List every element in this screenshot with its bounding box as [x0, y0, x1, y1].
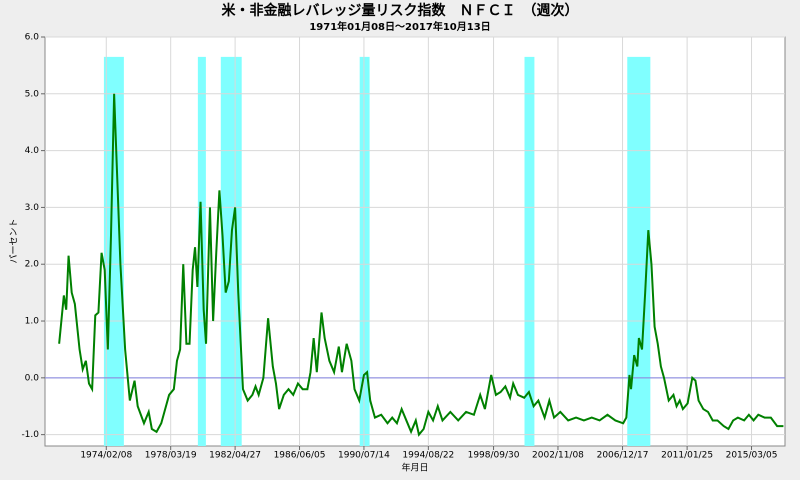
y-tick-label: 2.0 — [25, 260, 40, 270]
x-tick-label: 1994/08/22 — [402, 451, 454, 461]
chart-subtitle: 1971年01月08日～2017年10月13日 — [309, 20, 490, 33]
x-tick-label: 1998/09/30 — [468, 451, 520, 461]
y-tick-label: 4.0 — [25, 146, 40, 156]
shaded-period — [524, 56, 535, 446]
y-tick-label: 5.0 — [25, 89, 40, 99]
y-axis-label: パーセント — [9, 218, 20, 263]
x-tick-label: 1986/06/05 — [274, 451, 326, 461]
plot-area — [44, 36, 786, 447]
y-tick-label: 1.0 — [25, 317, 40, 327]
shaded-period — [627, 56, 651, 446]
y-tick-label: 6.0 — [25, 33, 40, 43]
y-tick-label: -1.0 — [21, 430, 39, 440]
shaded-period — [103, 56, 124, 446]
data-line — [58, 93, 784, 437]
x-tick-label: 2015/03/05 — [726, 451, 778, 461]
chart-title: 米・非金融レバレッジ量リスク指数 ＮＦＣＩ （週次） — [222, 2, 579, 19]
y-tick-label: 0.0 — [25, 373, 40, 383]
x-tick-label: 1990/07/14 — [338, 451, 390, 461]
y-tick-label: 3.0 — [25, 203, 40, 213]
x-tick-label: 1974/02/08 — [80, 451, 132, 461]
x-axis-label: 年月日 — [401, 462, 428, 474]
x-tick-label: 2011/01/25 — [661, 451, 713, 461]
x-tick-label: 1982/04/27 — [209, 451, 261, 461]
x-tick-label: 1978/03/19 — [145, 451, 197, 461]
shaded-period — [359, 56, 370, 446]
x-tick-label: 2002/11/08 — [532, 451, 584, 461]
x-tick-label: 2006/12/17 — [597, 451, 649, 461]
